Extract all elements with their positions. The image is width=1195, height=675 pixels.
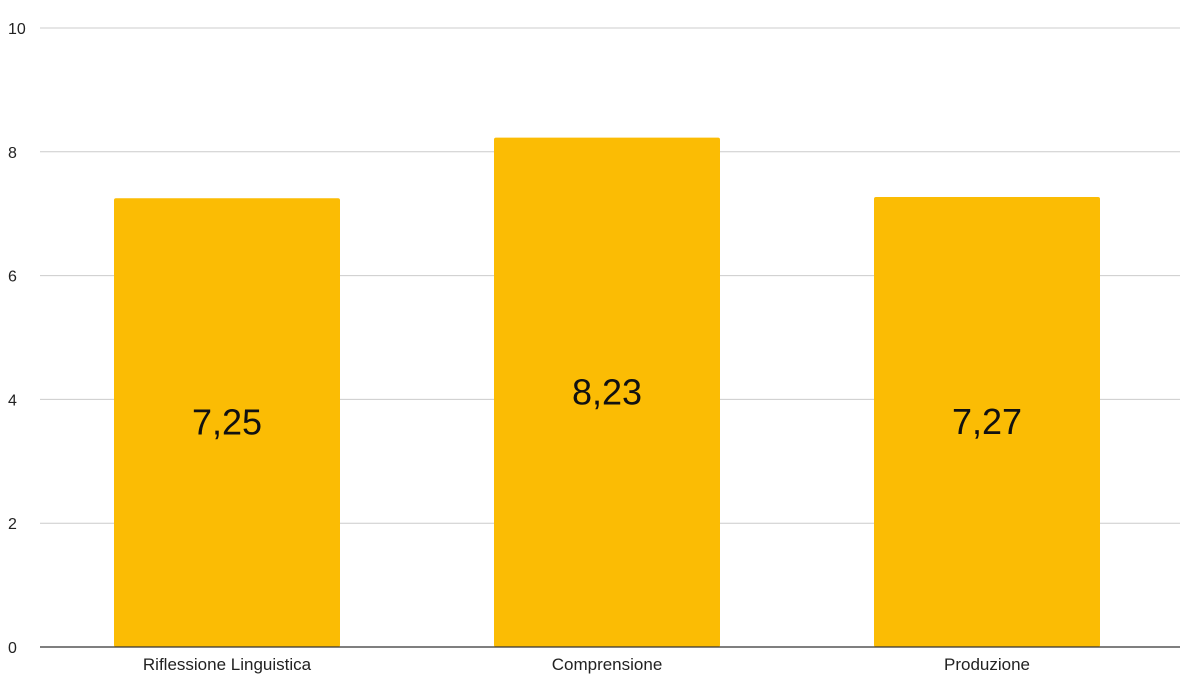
y-tick-label: 6 bbox=[8, 269, 17, 286]
data-label: 7,27 bbox=[952, 401, 1022, 442]
y-tick-label: 4 bbox=[8, 392, 17, 409]
y-tick-label: 2 bbox=[8, 516, 17, 533]
x-category-label: Comprensione bbox=[552, 655, 663, 674]
bar-produzione bbox=[874, 196, 1100, 647]
data-label: 8,23 bbox=[572, 371, 642, 412]
bar-comprensione bbox=[494, 137, 720, 648]
bars: 7,25 8,23 7,27 bbox=[114, 137, 1100, 648]
y-tick-label: 10 bbox=[8, 21, 26, 38]
y-tick-label: 8 bbox=[8, 145, 17, 162]
x-category-label: Riflessione Linguistica bbox=[143, 655, 312, 674]
y-tick-label: 0 bbox=[8, 640, 17, 657]
y-axis-tick-labels: 0 2 4 6 8 10 bbox=[8, 21, 26, 657]
x-axis-category-labels: Riflessione Linguistica Comprensione Produ… bbox=[143, 655, 1030, 674]
data-label: 7,25 bbox=[192, 402, 262, 443]
x-category-label: Produzione bbox=[944, 655, 1030, 674]
bar-riflessione-linguistica bbox=[114, 198, 340, 647]
